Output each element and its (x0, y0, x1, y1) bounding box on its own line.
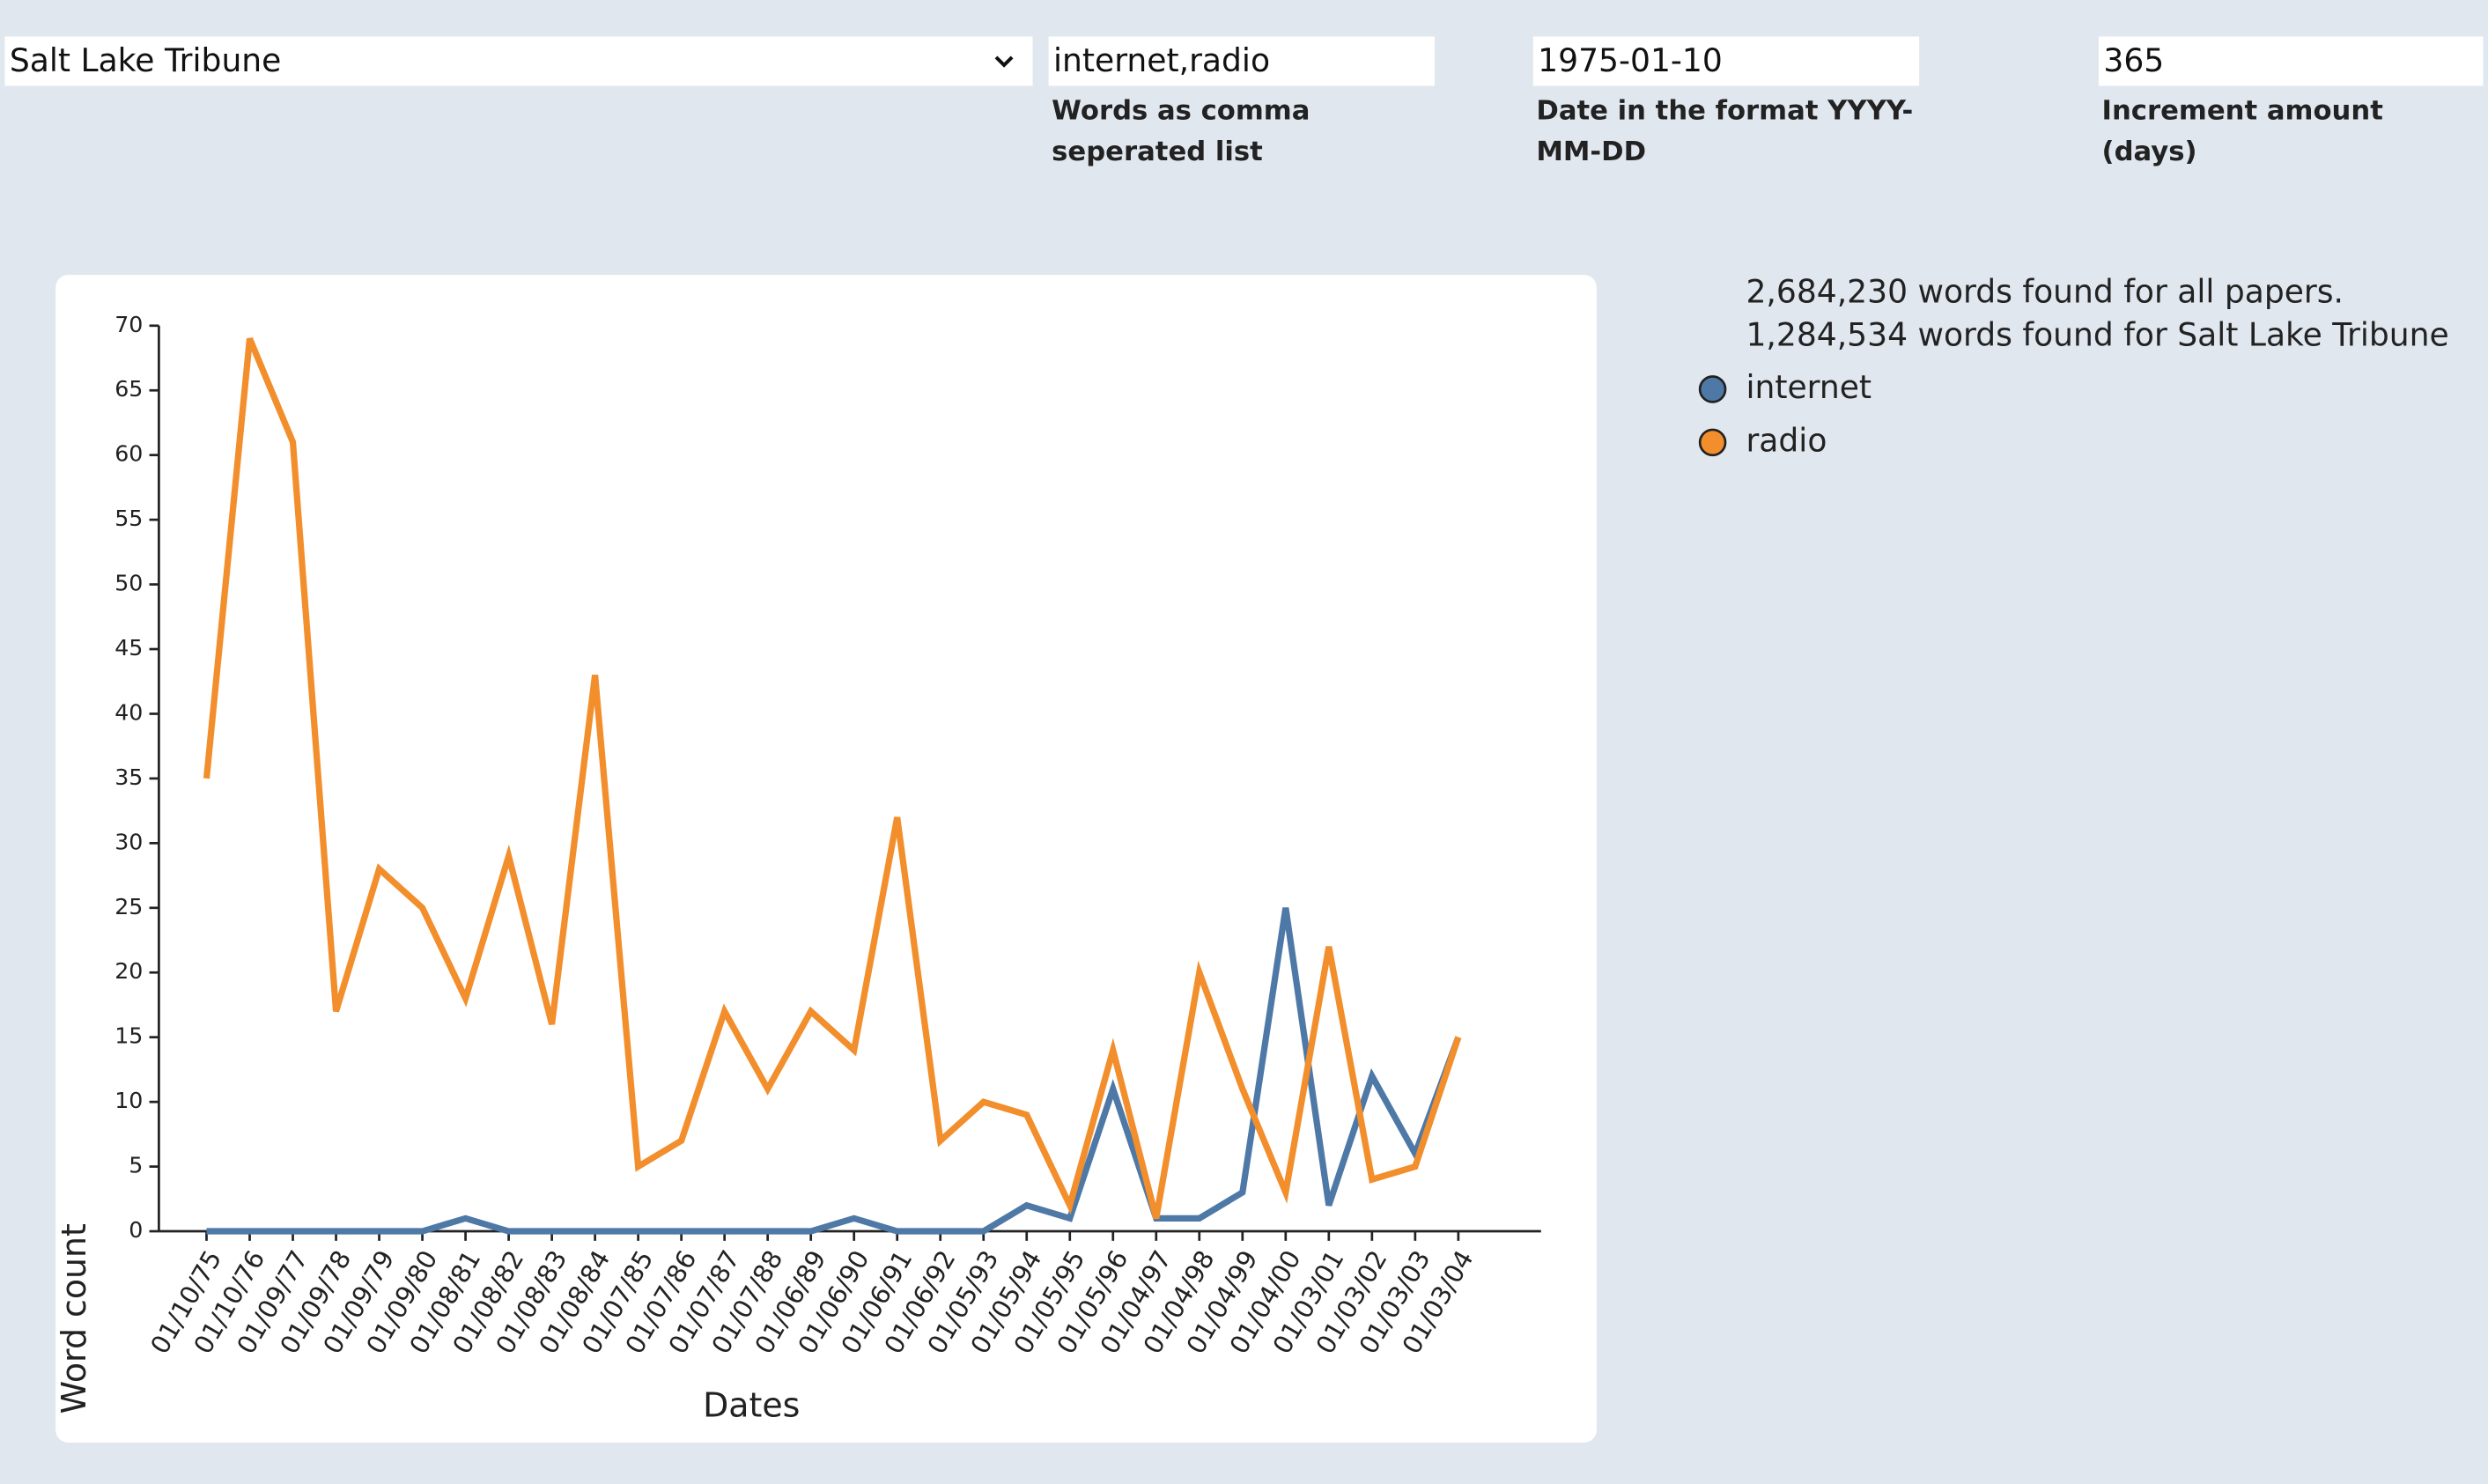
y-tick-label: 20 (114, 958, 143, 984)
y-tick-label: 10 (114, 1088, 143, 1113)
y-tick-label: 50 (114, 571, 143, 596)
y-tick-label: 0 (129, 1217, 143, 1243)
legend-label: radio (1746, 422, 1827, 459)
increment-label: Increment amount (days) (2101, 95, 2383, 169)
y-tick-label: 70 (114, 312, 143, 337)
y-tick-label: 35 (114, 764, 143, 790)
y-tick-label: 30 (114, 829, 143, 854)
date-input[interactable]: 1975-01-10 (1532, 36, 1920, 86)
legend-label: internet (1746, 369, 1872, 406)
y-tick-label: 45 (114, 635, 143, 661)
legend-swatch (1698, 375, 1727, 403)
x-axis-label: Dates (703, 1386, 800, 1425)
y-tick-label: 25 (114, 894, 143, 919)
y-tick-label: 60 (114, 441, 143, 467)
words-label: Words as comma seperated list (1052, 95, 1310, 169)
paper-value: Salt Lake Tribune (9, 41, 282, 80)
stat-line: 2,684,230 words found for all papers. (1746, 274, 2344, 311)
y-tick-label: 65 (114, 376, 143, 402)
y-tick-label: 55 (114, 506, 143, 531)
stat-line: 1,284,534 words found for Salt Lake Trib… (1746, 316, 2448, 353)
series-line (203, 337, 1462, 1220)
date-label: Date in the format YYYY-MM-DD (1536, 95, 1914, 169)
words-input[interactable]: internet,radio (1048, 36, 1435, 86)
y-axis-label: Word count (55, 1223, 93, 1414)
increment-input[interactable]: 365 (2098, 36, 2484, 86)
y-tick-label: 15 (114, 1023, 143, 1049)
y-tick-label: 5 (129, 1153, 143, 1178)
legend-swatch (1698, 428, 1727, 457)
chevron (994, 55, 1014, 68)
series-line (206, 907, 1462, 1235)
y-tick-label: 40 (114, 699, 143, 725)
paper-select[interactable]: Salt Lake Tribune (4, 36, 1033, 86)
chart-card (55, 275, 1597, 1443)
